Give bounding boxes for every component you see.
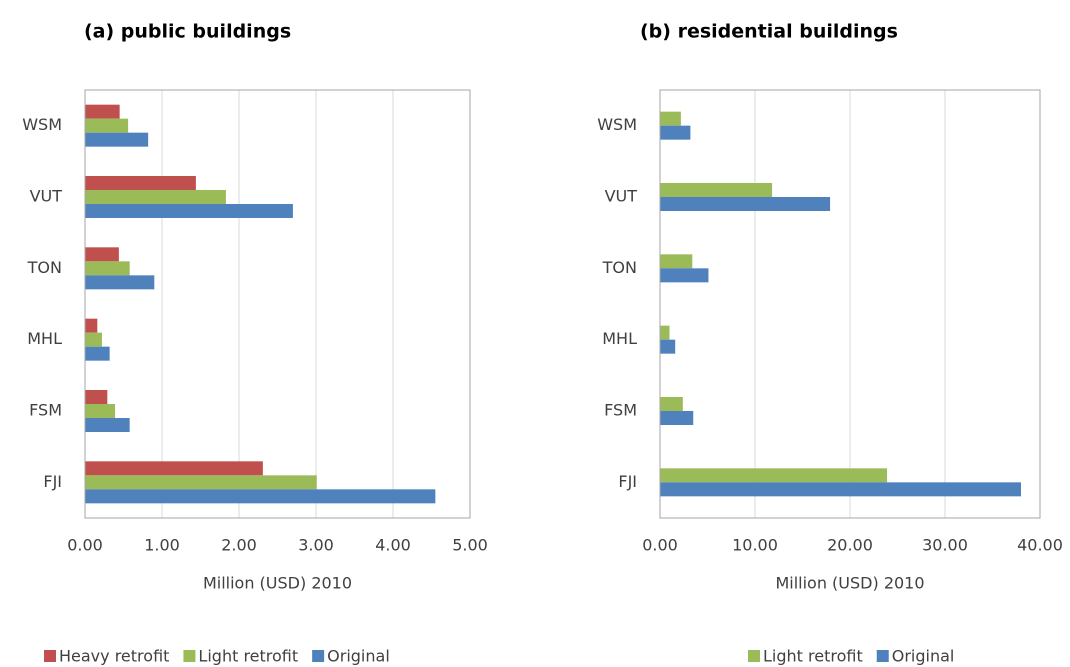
bar — [85, 275, 155, 290]
legend-label: Heavy retrofit — [59, 647, 169, 666]
chart-title: (a) public buildings — [84, 21, 291, 43]
y-tick-label: WSM — [22, 115, 62, 134]
legend-label: Original — [892, 647, 955, 666]
x-axis-label: Million (USD) 2010 — [775, 574, 924, 593]
legend-swatch — [748, 650, 760, 662]
bar — [85, 461, 263, 476]
x-tick-label: 40.00 — [1017, 536, 1063, 555]
bar — [660, 468, 888, 483]
bar — [85, 176, 196, 190]
y-tick-label: WSM — [597, 115, 637, 134]
y-tick-label: FJI — [618, 472, 637, 491]
y-tick-label: MHL — [27, 329, 62, 348]
bar — [85, 104, 120, 119]
bar — [85, 489, 436, 504]
legend-swatch — [44, 650, 56, 662]
bar — [660, 339, 676, 354]
x-tick-label: 10.00 — [732, 536, 778, 555]
x-tick-label: 30.00 — [922, 536, 968, 555]
bar — [85, 190, 226, 204]
bar — [660, 482, 1021, 497]
y-tick-label: TON — [602, 258, 637, 277]
bar — [85, 204, 293, 218]
y-tick-label: VUT — [30, 187, 63, 206]
bar — [660, 197, 831, 211]
x-tick-label: 0.00 — [642, 536, 678, 555]
x-tick-label: 3.00 — [298, 536, 334, 555]
x-tick-label: 5.00 — [452, 536, 488, 555]
y-tick-label: FJI — [43, 472, 62, 491]
x-tick-label: 2.00 — [221, 536, 257, 555]
bar — [660, 125, 691, 140]
y-tick-label: FSM — [604, 401, 637, 420]
chart-title: (b) residential buildings — [640, 21, 898, 43]
plot-frame — [84, 89, 471, 519]
bar — [85, 318, 98, 333]
bar — [85, 332, 102, 347]
legend-label: Original — [327, 647, 390, 666]
bar — [660, 183, 773, 197]
bar — [660, 254, 693, 269]
x-axis-label: Million (USD) 2010 — [203, 574, 352, 593]
bar — [85, 346, 110, 361]
bar — [85, 404, 116, 418]
x-tick-label: 1.00 — [144, 536, 180, 555]
bar — [85, 132, 149, 147]
bar — [85, 118, 129, 133]
bar — [660, 411, 694, 425]
legend-swatch — [183, 650, 196, 662]
legend-label: Light retrofit — [198, 647, 298, 666]
legend-swatch — [876, 650, 889, 662]
x-tick-label: 4.00 — [375, 536, 411, 555]
bar — [660, 325, 670, 340]
x-tick-label: 0.00 — [67, 536, 103, 555]
legend-swatch — [312, 650, 325, 662]
bar — [85, 418, 130, 432]
y-tick-label: FSM — [29, 401, 62, 420]
bar — [660, 397, 683, 411]
bar — [660, 268, 709, 283]
x-tick-label: 20.00 — [827, 536, 873, 555]
bar — [85, 247, 119, 262]
y-tick-label: TON — [27, 258, 62, 277]
legend-label: Light retrofit — [763, 647, 863, 666]
y-tick-label: VUT — [605, 187, 638, 206]
bar — [85, 261, 130, 276]
bar — [85, 390, 108, 404]
y-tick-label: MHL — [602, 329, 637, 348]
bar — [660, 111, 681, 126]
bar — [85, 475, 317, 490]
